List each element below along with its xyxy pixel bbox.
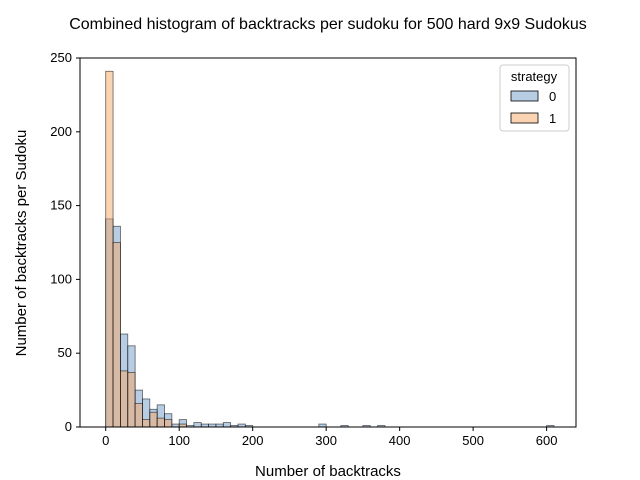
x-tick-label-300: 300: [315, 433, 337, 448]
bar-strategy-1-bin-20: [120, 370, 129, 428]
legend-label-0: 0: [549, 89, 556, 104]
bar-strategy-0-bin-120: [193, 422, 202, 428]
legend-label-1: 1: [549, 111, 556, 126]
bar-strategy-1-bin-30: [127, 371, 136, 428]
x-tick-label-400: 400: [389, 433, 411, 448]
y-tick-label-0: 0: [65, 419, 72, 434]
bar-strategy-1-bin-10: [112, 242, 121, 428]
bar-strategy-1-bin-70: [156, 417, 165, 428]
bar-strategy-1-bin-80: [164, 419, 173, 428]
y-tick-label-50: 50: [58, 345, 72, 360]
plot-frame: [79, 57, 577, 428]
y-tick-label-200: 200: [50, 124, 72, 139]
bars-layer: [105, 70, 555, 428]
y-tick-label-150: 150: [50, 198, 72, 213]
y-axis-ticks: 0 50 100 150 200 250: [50, 50, 80, 434]
legend-title: strategy: [511, 69, 558, 84]
chart-title: Combined histogram of backtracks per sud…: [69, 16, 587, 33]
bar-strategy-0-bin-160: [222, 422, 232, 428]
x-tick-label-600: 600: [536, 433, 558, 448]
x-axis-ticks: 0 100 200 300 400 500 600: [102, 427, 557, 448]
x-tick-label-500: 500: [462, 433, 484, 448]
x-axis-label: Number of backtracks: [255, 463, 401, 480]
x-tick-label-200: 200: [242, 433, 264, 448]
y-tick-label-100: 100: [50, 271, 72, 286]
bar-strategy-1-bin-0: [105, 70, 114, 428]
bar-strategy-1-bin-60: [149, 411, 158, 428]
y-axis-label: Number of backtracks per Sudoku: [13, 130, 30, 357]
legend-swatch-0: [510, 90, 539, 102]
legend-swatch-1: [510, 112, 539, 124]
bar-strategy-1-bin-40: [134, 402, 143, 428]
x-tick-label-0: 0: [102, 433, 109, 448]
x-tick-label-100: 100: [168, 433, 190, 448]
y-tick-label-250: 250: [50, 50, 72, 65]
bar-strategy-1-bin-50: [142, 419, 151, 428]
legend: strategy 0 1: [499, 64, 570, 132]
